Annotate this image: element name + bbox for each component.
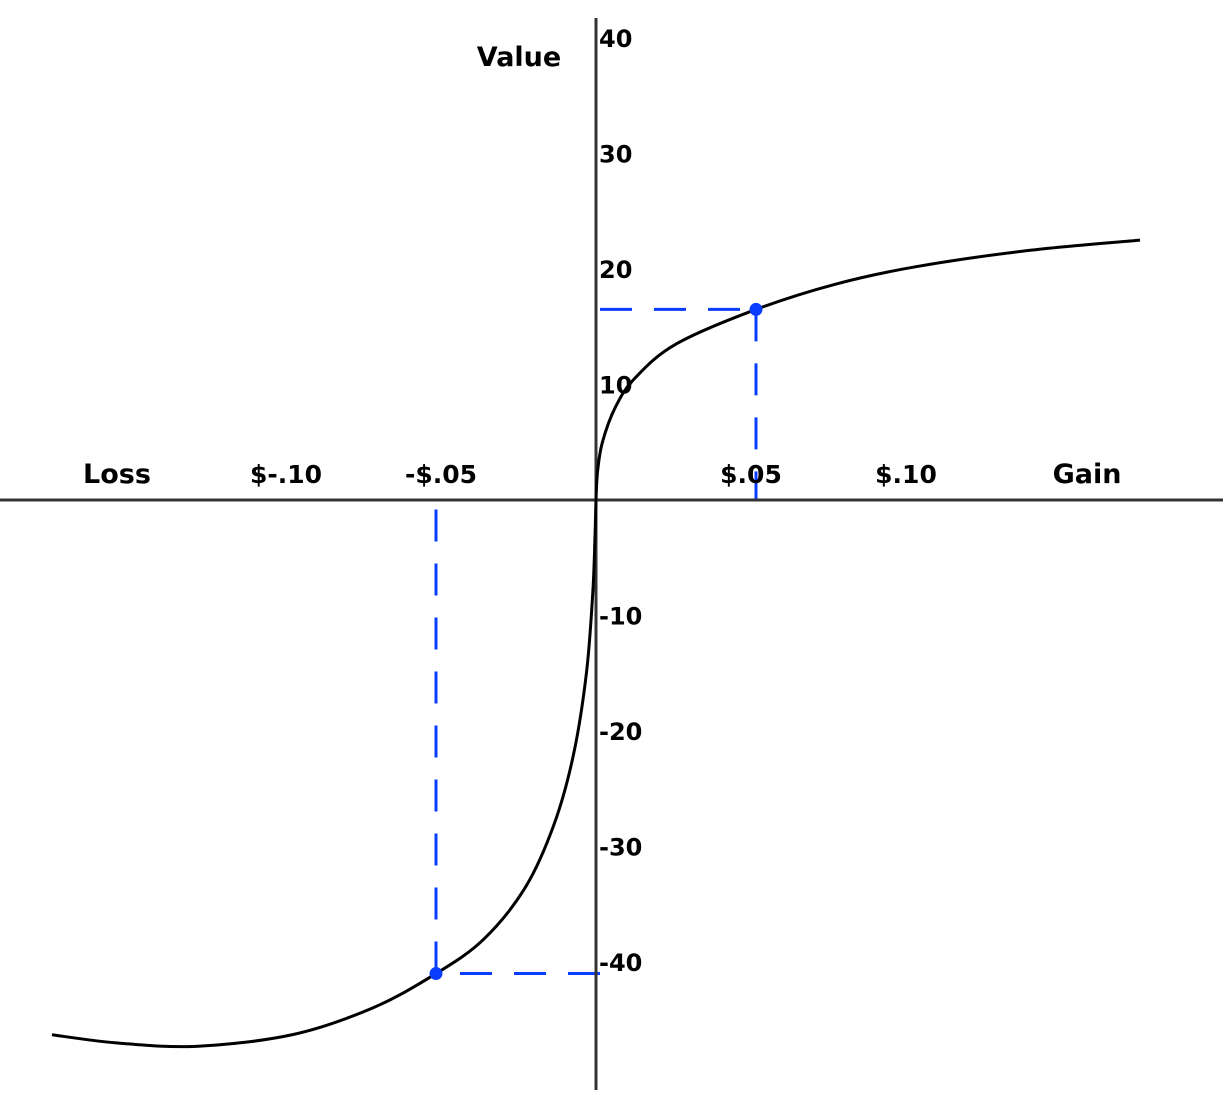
x-label-loss: Loss bbox=[83, 459, 151, 490]
y-tick-label: 10 bbox=[599, 372, 632, 400]
y-tick-label: -10 bbox=[599, 603, 642, 631]
x-label-gain: Gain bbox=[1053, 459, 1122, 490]
highlight-guides bbox=[434, 307, 758, 976]
x-tick-label: $.05 bbox=[720, 460, 782, 489]
x-tick-label: $.10 bbox=[875, 460, 937, 489]
y-tick-label: -20 bbox=[599, 718, 642, 746]
y-tick-label: 30 bbox=[599, 141, 632, 169]
x-tick-labels: $-.10 -$.05 $.05 $.10 bbox=[250, 460, 937, 489]
y-label-value: Value bbox=[477, 42, 561, 73]
highlight-point bbox=[749, 302, 763, 316]
y-tick-label: -30 bbox=[599, 834, 642, 862]
y-tick-label: 20 bbox=[599, 256, 632, 284]
x-tick-label: -$.05 bbox=[405, 460, 477, 489]
highlight-points bbox=[429, 302, 763, 981]
highlight-point bbox=[429, 967, 443, 981]
y-tick-label: -40 bbox=[599, 949, 642, 977]
x-tick-label: $-.10 bbox=[250, 460, 322, 489]
value-curve bbox=[51, 238, 1141, 1049]
y-tick-labels: 40 30 20 10 -10 -20 -30 -40 bbox=[599, 25, 642, 977]
y-tick-label: 40 bbox=[599, 25, 632, 53]
